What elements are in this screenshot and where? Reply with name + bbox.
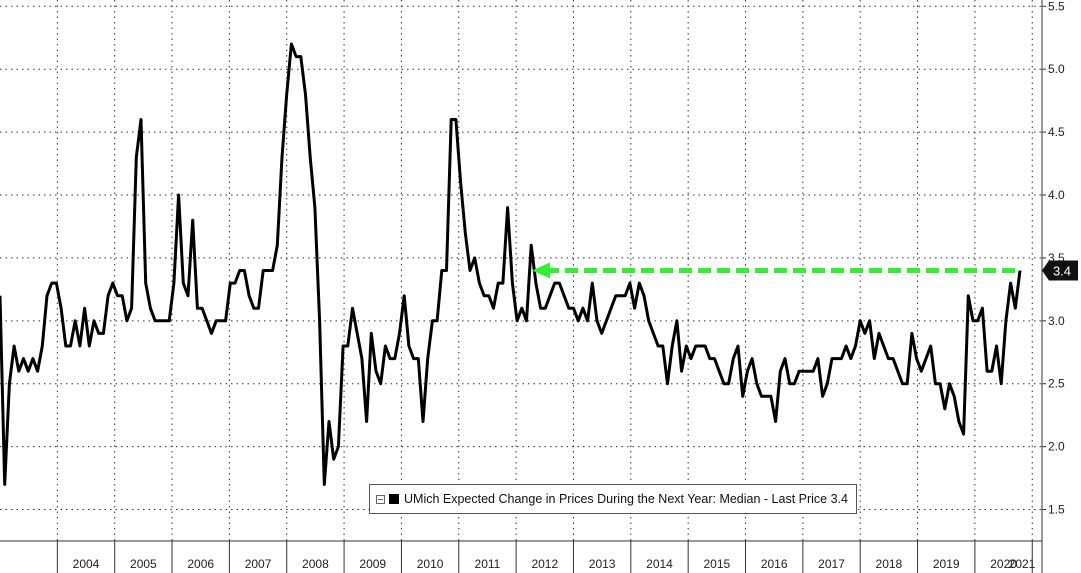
y-axis: 1.52.02.53.03.54.04.55.05.5 [1041, 0, 1065, 573]
legend-swatch [389, 494, 399, 504]
y-tick-label: 2.0 [1048, 440, 1065, 454]
y-tick-label: 5.0 [1048, 62, 1065, 76]
y-tick-label: 2.5 [1048, 377, 1065, 391]
x-tick-label: 2015 [703, 557, 730, 571]
y-tick-label: 5.5 [1048, 0, 1065, 13]
last-price-tag-bg [1042, 260, 1078, 281]
x-tick-label: 2010 [417, 557, 444, 571]
last-price-tag-label: 3.4 [1053, 264, 1071, 279]
x-tick-label: 2018 [876, 557, 903, 571]
x-tick-label: 2019 [933, 557, 960, 571]
x-tick-label: 2006 [187, 557, 214, 571]
y-tick-label: 4.5 [1048, 125, 1065, 139]
x-tick-label: 2009 [359, 557, 386, 571]
last-price-tag: 3.4 [1042, 260, 1078, 281]
x-tick-label: 2007 [245, 557, 272, 571]
legend-label: UMich Expected Change in Prices During t… [404, 492, 848, 506]
x-tick-label: 2004 [73, 557, 100, 571]
reference-arrow [532, 262, 1020, 279]
legend[interactable]: UMich Expected Change in Prices During t… [369, 484, 857, 514]
x-tick-label: 2005 [130, 557, 157, 571]
x-tick-label: 2012 [531, 557, 558, 571]
arrow-head [532, 262, 550, 279]
x-tick-label: 2008 [302, 557, 329, 571]
legend-collapse-icon[interactable] [376, 494, 385, 504]
x-tick-label: 2014 [646, 557, 673, 571]
x-tick-label: 2020 [990, 557, 1017, 571]
y-tick-label: 4.0 [1048, 188, 1065, 202]
series-line-umich-expected-price-change [0, 42, 1022, 486]
x-axis: 2004 2005 2006 2007 2008 2009 2010 2011 2012 2013… [0, 540, 1042, 573]
x-tick-label: 2017 [818, 557, 845, 571]
y-tick-label: 1.5 [1048, 503, 1065, 517]
gridlines [0, 0, 1042, 541]
x-tick-label: 2013 [589, 557, 616, 571]
x-tick-label: 2021 [1009, 557, 1036, 571]
x-tick-label: 2016 [761, 557, 788, 571]
y-tick-label: 3.0 [1048, 314, 1065, 328]
x-tick-label: 2011 [475, 557, 501, 571]
